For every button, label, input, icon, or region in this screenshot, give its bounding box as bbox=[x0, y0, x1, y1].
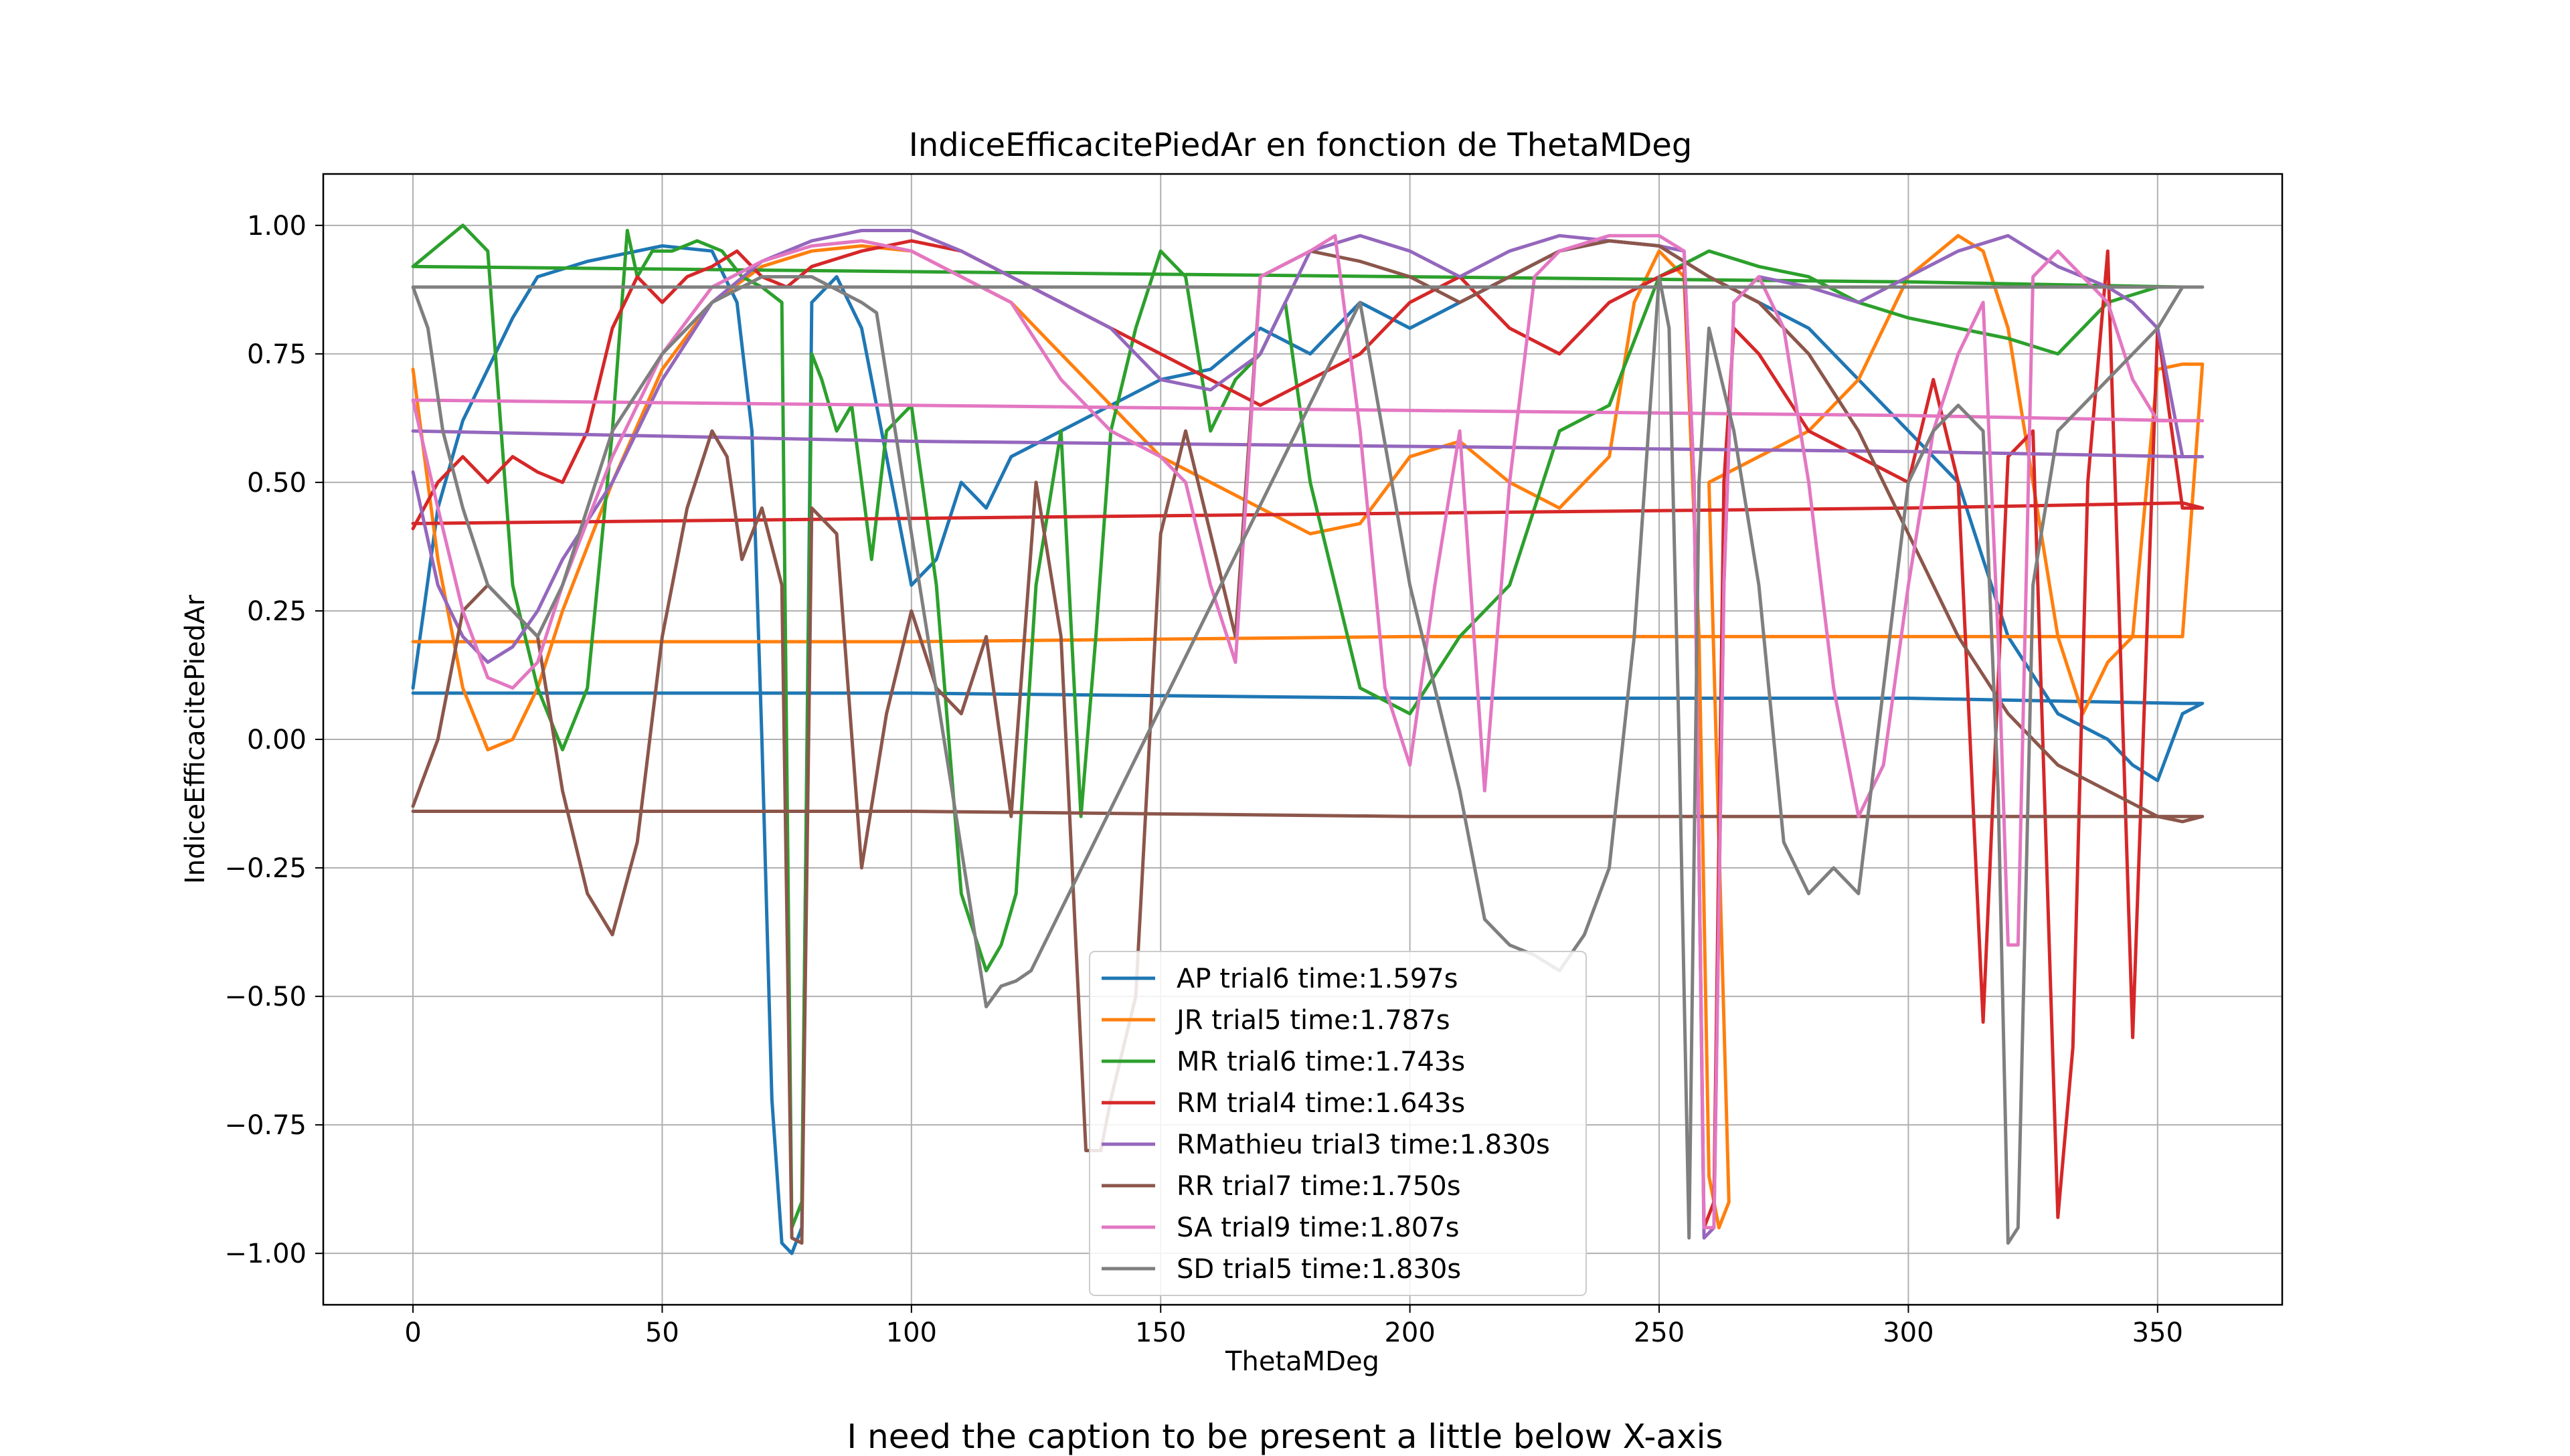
x-tick-label: 50 bbox=[645, 1317, 679, 1348]
legend-entry: MR trial6 time:1.743s bbox=[1177, 1046, 1465, 1077]
x-tick-label: 150 bbox=[1135, 1317, 1186, 1348]
series-line bbox=[411, 229, 2205, 1240]
series-line bbox=[411, 239, 2205, 1255]
x-tick-label: 200 bbox=[1384, 1317, 1435, 1348]
x-tick-label: 350 bbox=[2132, 1317, 2183, 1348]
x-tick-label: 100 bbox=[886, 1317, 937, 1348]
x-tick-label: 0 bbox=[404, 1317, 421, 1348]
series-line bbox=[411, 223, 2205, 1230]
ticks-layer: 0 50 100 150 200 250 300 350 −1.00 −0.75 −0.50 −0.2… bbox=[224, 211, 2183, 1348]
y-tick-label: 0.50 bbox=[247, 468, 307, 498]
x-axis-label: ThetaMDeg bbox=[1225, 1346, 1379, 1377]
chart-title: IndiceEfficacitePiedAr en fonction de Th… bbox=[909, 126, 1693, 164]
legend-entry: RR trial7 time:1.750s bbox=[1177, 1171, 1461, 1202]
y-tick-label: 0.75 bbox=[247, 339, 307, 370]
y-tick-label: 0.00 bbox=[247, 725, 307, 755]
legend-entry: RMathieu trial3 time:1.830s bbox=[1177, 1129, 1550, 1160]
x-tick-label: 300 bbox=[1883, 1317, 1934, 1348]
y-tick-label: −0.50 bbox=[224, 982, 307, 1012]
series-layer bbox=[411, 223, 2205, 1255]
y-tick-label: −0.25 bbox=[224, 853, 307, 884]
legend-entry: SA trial9 time:1.807s bbox=[1177, 1212, 1459, 1243]
legend-entry: SD trial5 time:1.830s bbox=[1177, 1254, 1461, 1285]
y-tick-label: 0.25 bbox=[247, 596, 307, 627]
legend-entry: RM trial4 time:1.643s bbox=[1177, 1088, 1465, 1119]
y-axis-label: IndiceEfficacitePiedAr bbox=[180, 594, 211, 884]
series-line bbox=[411, 234, 2205, 1230]
series-line bbox=[411, 275, 2205, 1245]
y-tick-label: −0.75 bbox=[224, 1110, 307, 1141]
series-line bbox=[411, 239, 2205, 1230]
legend-entry: JR trial5 time:1.787s bbox=[1175, 1005, 1450, 1036]
x-tick-label: 250 bbox=[1634, 1317, 1685, 1348]
y-tick-label: 1.00 bbox=[247, 211, 307, 242]
y-tick-label: −1.00 bbox=[224, 1239, 307, 1269]
legend-box bbox=[1089, 951, 1587, 1296]
figure-caption: I need the caption to be present a littl… bbox=[847, 1417, 1723, 1456]
legend-entry: AP trial6 time:1.597s bbox=[1177, 964, 1458, 994]
legend: AP trial6 time:1.597s JR trial5 time:1.78… bbox=[1089, 951, 1587, 1296]
